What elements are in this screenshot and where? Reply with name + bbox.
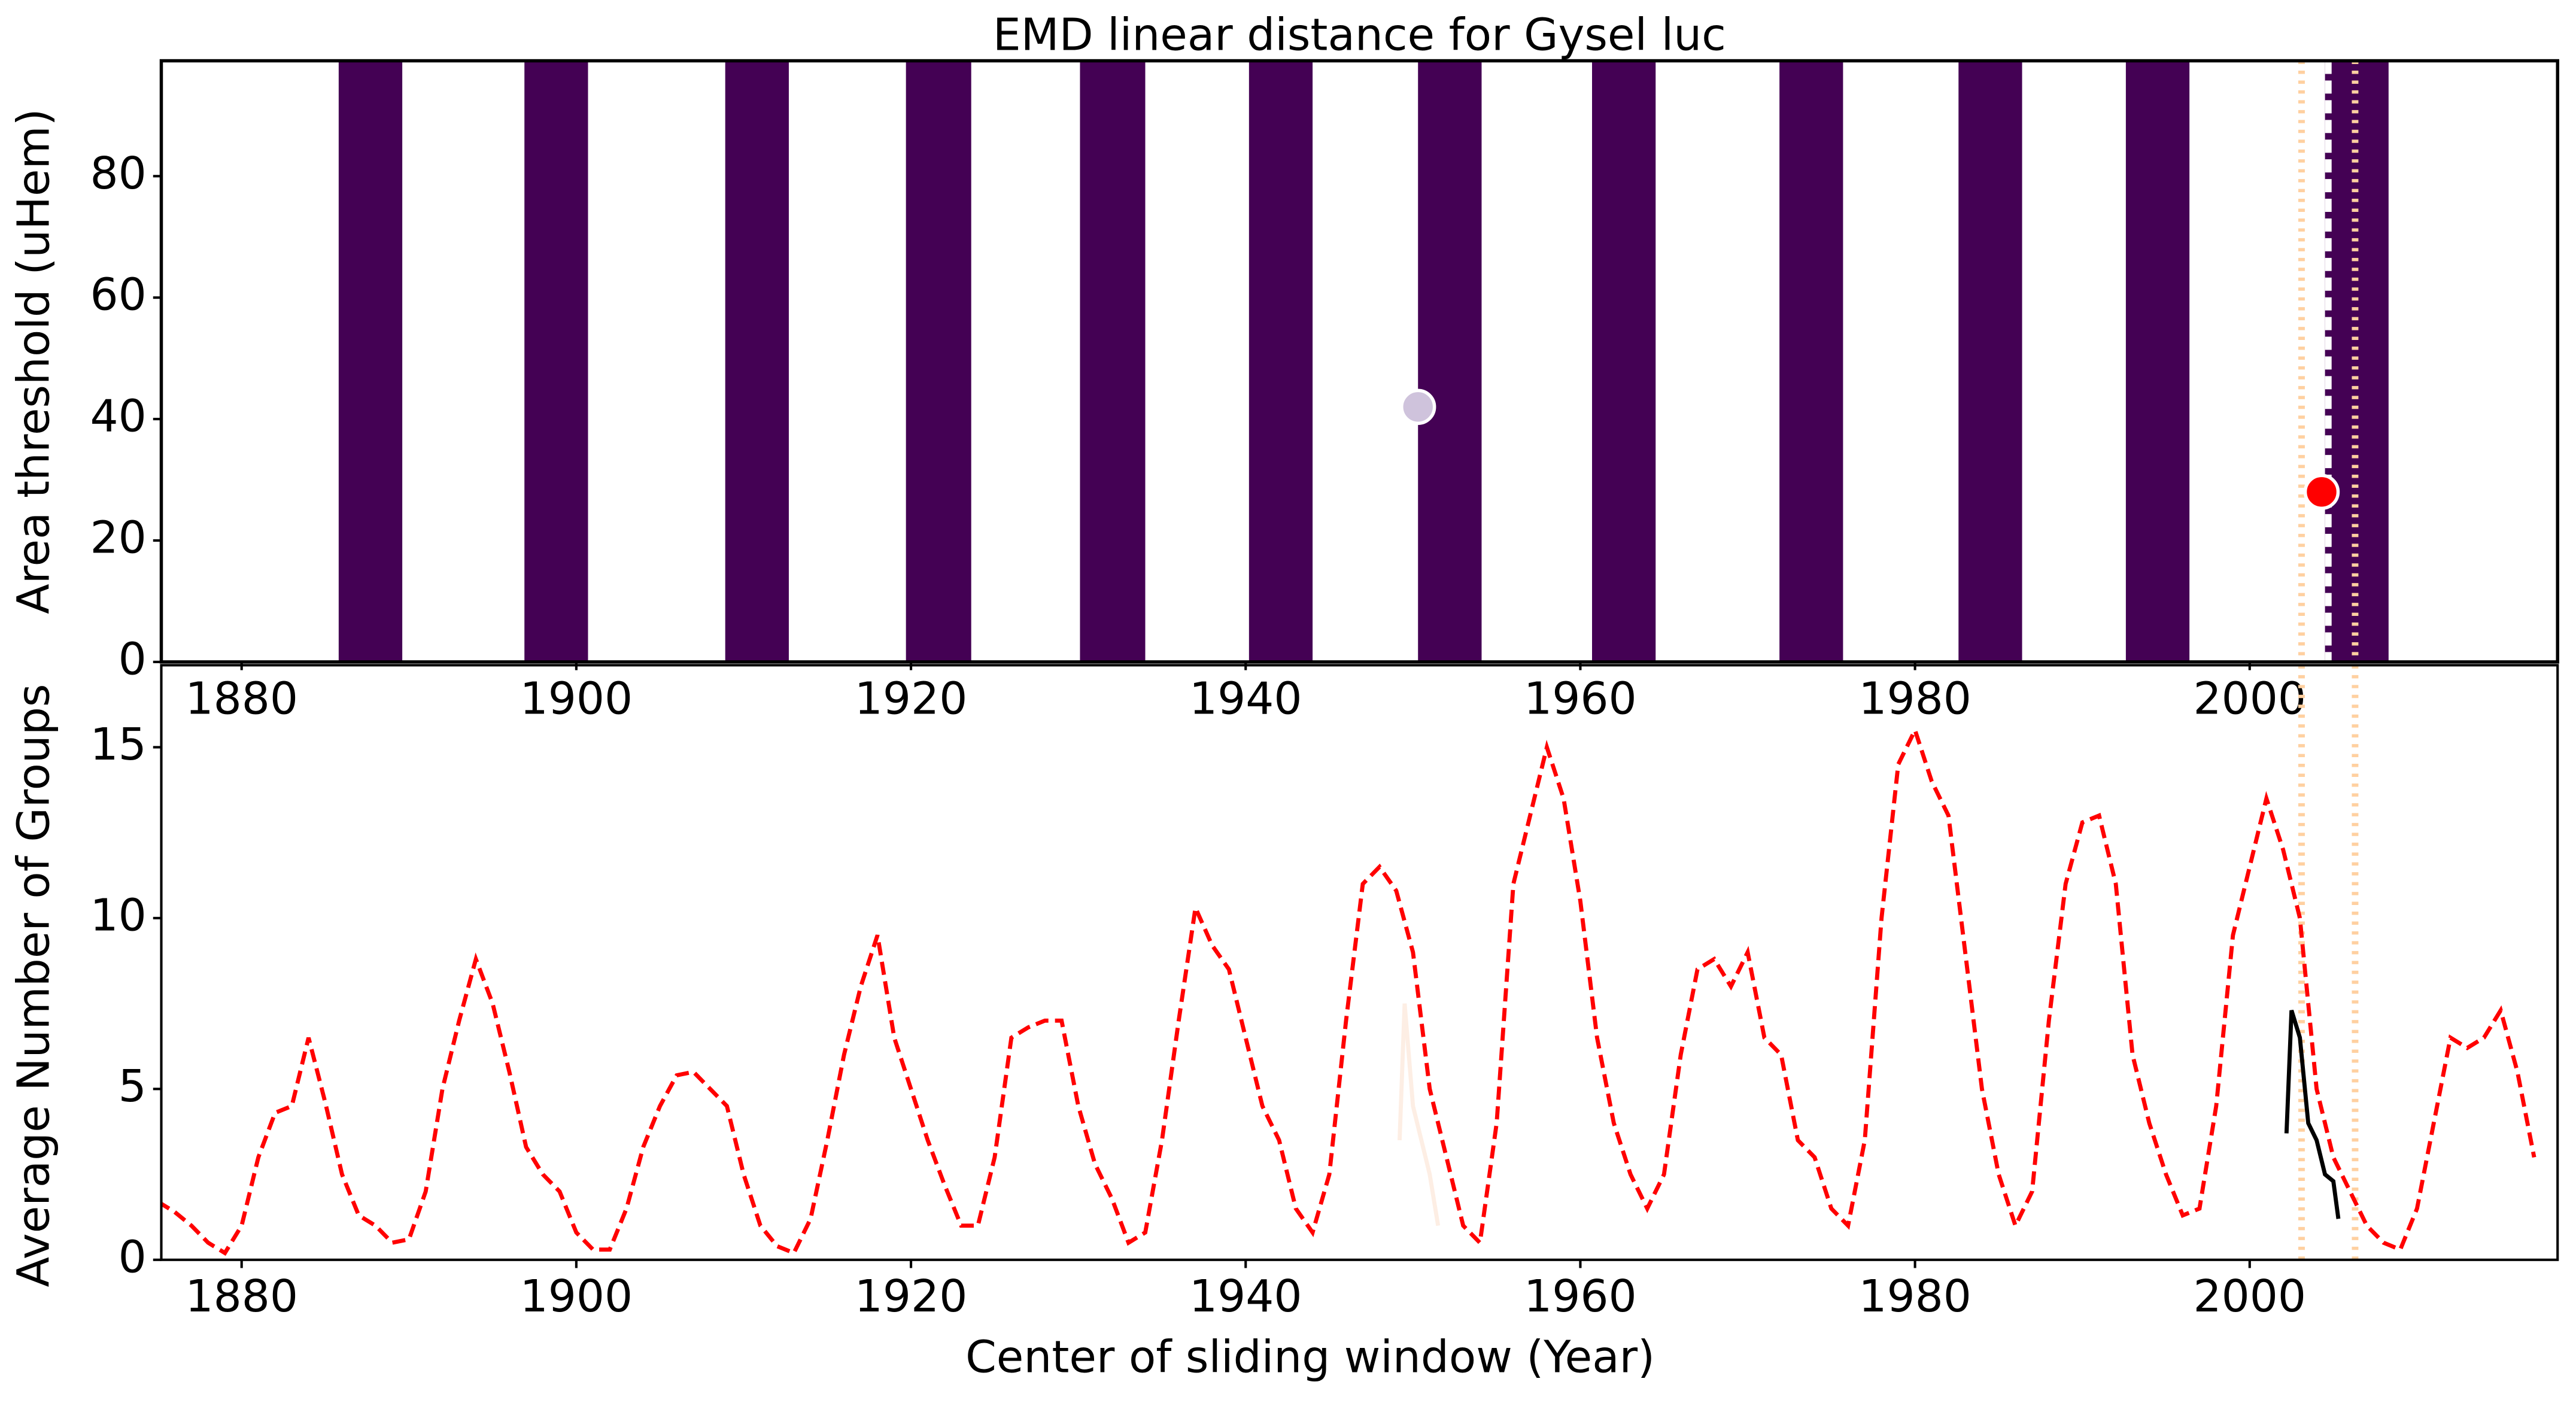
band: [1248, 60, 1313, 662]
y-tick-label: 80: [90, 148, 147, 199]
band: [1779, 60, 1843, 662]
x-tick-label: 1940: [1189, 673, 1302, 724]
x-tick-label: 1960: [1524, 1271, 1637, 1322]
y-tick-label: 0: [119, 1231, 147, 1283]
x-tick-label: 1960: [1524, 673, 1637, 724]
band: [906, 60, 971, 662]
y-tick-label: 10: [90, 889, 147, 941]
band: [2125, 60, 2190, 662]
y-axis-label: Area threshold (uHem): [8, 108, 59, 614]
plot-area: [338, 60, 2389, 662]
line-series: [1398, 1003, 1441, 1226]
band: [1418, 60, 1482, 662]
y-tick-label: 40: [90, 391, 147, 442]
x-tick-label: 1980: [1858, 673, 1972, 724]
y-tick-label: 5: [119, 1061, 147, 1112]
y-tick-label: 0: [119, 633, 147, 685]
x-tick-label: 2000: [2194, 673, 2307, 724]
axes-frame: [160, 664, 2559, 1261]
x-tick-label: 1900: [520, 673, 633, 724]
plot-area: [161, 665, 2536, 1260]
x-axis-label: Center of sliding window (Year): [965, 1332, 1655, 1383]
x-tick-label: 1880: [185, 1271, 298, 1322]
band: [1080, 60, 1146, 662]
line-series: [2284, 1010, 2341, 1219]
x-tick-label: 1920: [855, 1271, 968, 1322]
y-tick-label: 20: [90, 512, 147, 563]
x-tick-label: 1920: [855, 673, 968, 724]
x-tick-label: 1900: [520, 1271, 633, 1322]
x-tick-label: 1980: [1858, 1271, 1972, 1322]
chart-title: EMD linear distance for Gysel luc: [993, 10, 1726, 61]
panel: 1880 1900 1920 1940 1960 1980 2000 0 5 10 15 Averag…: [8, 664, 2559, 1383]
axes-frame: [159, 59, 2559, 664]
band: [1958, 60, 2022, 662]
band: [725, 60, 789, 662]
point: [2303, 473, 2340, 511]
x-tick-label: 1880: [185, 673, 298, 724]
y-axis-label: Average Number of Groups: [8, 684, 59, 1287]
y-tick-label: 60: [90, 269, 147, 321]
line-series: [161, 724, 2536, 1256]
y-tick-label: 15: [90, 719, 147, 770]
band: [1592, 60, 1656, 662]
point: [1400, 388, 1436, 425]
x-tick-label: 1940: [1189, 1271, 1302, 1322]
panel: 1880 1900 1920 1940 1960 1980 2000 0 20 40 60 80 EMD…: [8, 10, 2559, 724]
band: [338, 60, 403, 662]
x-tick-label: 2000: [2194, 1271, 2307, 1322]
band: [524, 60, 588, 662]
